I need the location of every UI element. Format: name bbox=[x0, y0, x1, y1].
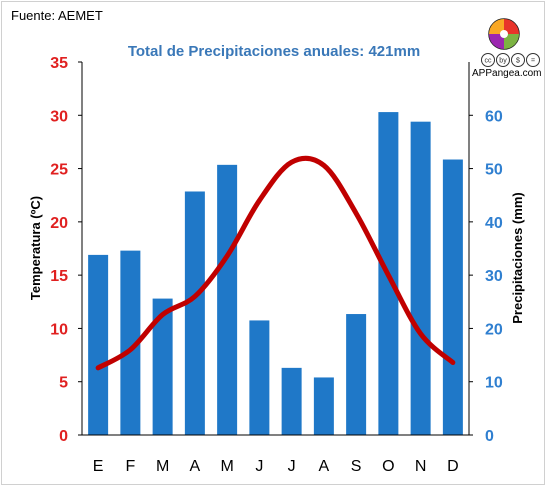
temperature-curve bbox=[95, 155, 456, 371]
precip-bar bbox=[184, 191, 205, 435]
left-tick-label: 5 bbox=[59, 375, 68, 392]
x-tick-label: F bbox=[125, 458, 135, 475]
precip-bar bbox=[346, 314, 367, 435]
x-tick-label: S bbox=[351, 458, 362, 475]
nc-badge: $ bbox=[516, 58, 520, 65]
nd-badge: = bbox=[531, 58, 535, 65]
right-tick-label: 40 bbox=[485, 215, 503, 232]
right-tick-label: 30 bbox=[485, 268, 503, 285]
right-tick-label: 50 bbox=[485, 162, 503, 179]
x-tick-label: O bbox=[382, 458, 394, 475]
climate-chart: Total de Precipitaciones anuales: 421mm … bbox=[28, 43, 525, 475]
x-tick-label: J bbox=[288, 458, 296, 475]
x-tick-label: A bbox=[190, 458, 201, 475]
axes bbox=[81, 62, 470, 436]
x-tick-label: A bbox=[319, 458, 330, 475]
right-axis-label: Precipitaciones (mm) bbox=[510, 192, 525, 324]
precip-bar bbox=[249, 320, 270, 435]
precip-bar bbox=[281, 367, 302, 435]
right-tick-labels: 0 10 20 30 40 50 60 bbox=[469, 108, 503, 445]
cc-badge: cc bbox=[485, 58, 493, 65]
x-tick-label: E bbox=[93, 458, 104, 475]
left-tick-label: 10 bbox=[50, 321, 68, 338]
right-tick-label: 60 bbox=[485, 108, 503, 125]
right-tick-label: 0 bbox=[485, 428, 494, 445]
left-axis-label: Temperatura (ºC) bbox=[28, 196, 43, 300]
precip-bar bbox=[88, 254, 109, 435]
left-tick-labels: 0 5 10 15 20 25 30 35 bbox=[50, 55, 82, 445]
precip-bar bbox=[152, 298, 173, 435]
precipitation-bars bbox=[88, 112, 463, 436]
logo-text: APPangea.com bbox=[472, 68, 542, 79]
left-tick-label: 25 bbox=[50, 162, 68, 179]
temperature-line bbox=[95, 155, 456, 371]
left-tick-label: 15 bbox=[50, 268, 68, 285]
x-tick-label: M bbox=[156, 458, 169, 475]
precip-bar bbox=[217, 164, 238, 435]
by-badge: by bbox=[499, 58, 507, 65]
precip-bar bbox=[120, 250, 141, 435]
x-tick-label: M bbox=[220, 458, 233, 475]
x-tick-label: D bbox=[447, 458, 459, 475]
precip-bar bbox=[313, 377, 334, 435]
chart-title: Total de Precipitaciones anuales: 421mm bbox=[128, 43, 420, 60]
cc-license-icons: cc by $ = bbox=[481, 53, 540, 67]
left-tick-label: 30 bbox=[50, 108, 68, 125]
x-tick-label: N bbox=[415, 458, 427, 475]
right-tick-label: 20 bbox=[485, 321, 503, 338]
left-tick-label: 0 bbox=[59, 428, 68, 445]
left-tick-label: 20 bbox=[50, 215, 68, 232]
precip-bar bbox=[442, 159, 463, 435]
right-tick-label: 10 bbox=[485, 375, 503, 392]
appangea-logo bbox=[488, 18, 520, 50]
x-tick-label: J bbox=[255, 458, 263, 475]
left-tick-label: 35 bbox=[50, 55, 68, 72]
source-label: Fuente: AEMET bbox=[11, 8, 103, 23]
precip-bar bbox=[410, 121, 431, 436]
